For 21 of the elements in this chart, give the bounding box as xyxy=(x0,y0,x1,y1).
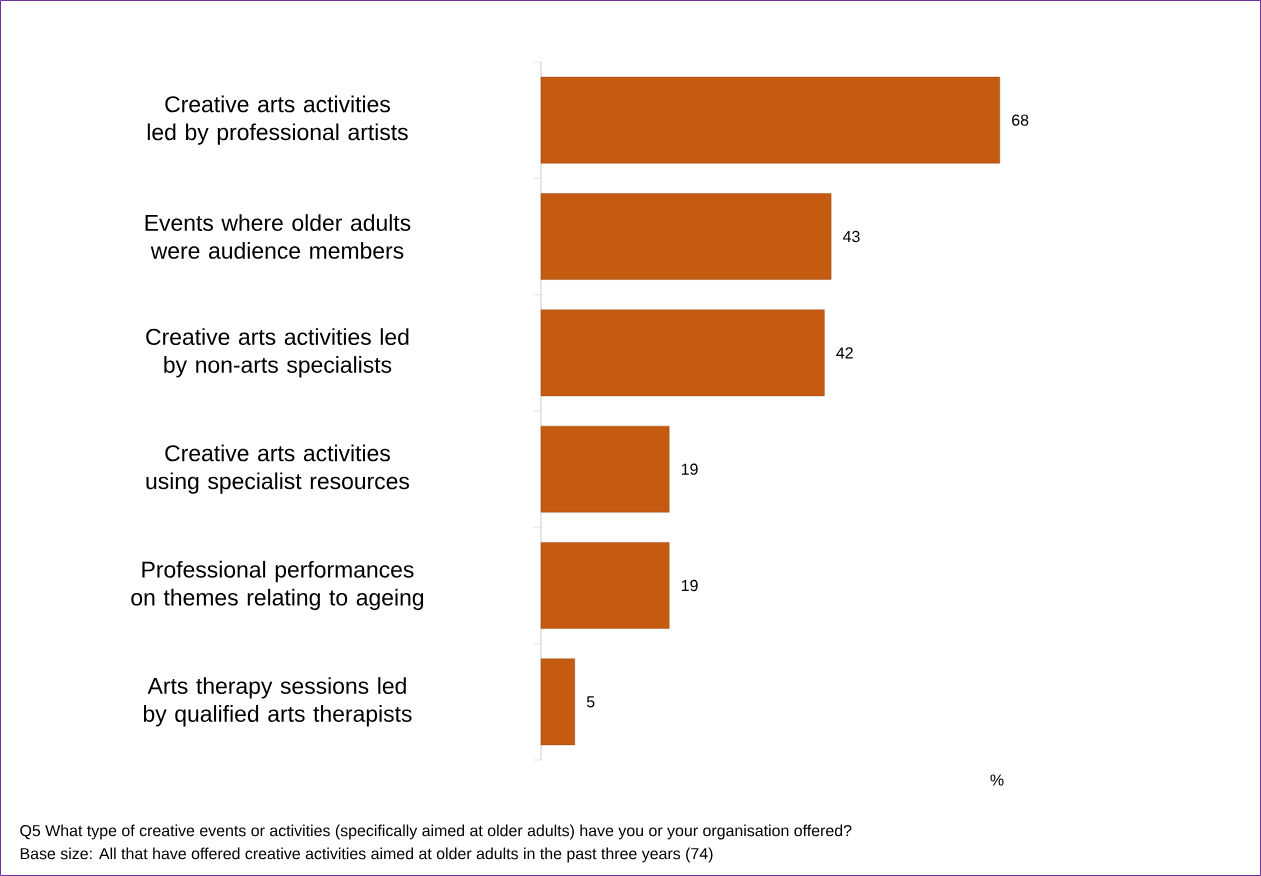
data-label: 42 xyxy=(836,347,853,359)
data-label: 19 xyxy=(681,463,698,475)
bar xyxy=(540,193,832,280)
y-tick-label: Creative arts activities led by professional artists xyxy=(147,95,408,145)
bar xyxy=(540,542,670,629)
text: Q5 What type of creative events or activities (specifically aimed at older adults) have you or your organisation offered? xyxy=(20,824,852,840)
data-label: 5 xyxy=(586,696,595,708)
x-axis-title: % xyxy=(990,774,1004,786)
text: Base size: All that have offered creative activities aimed at older adults in the past three years (74) xyxy=(20,847,713,863)
data-label: 68 xyxy=(1012,114,1029,126)
y-tick-label: Creative arts activities using specialist resources xyxy=(146,444,410,494)
y-tick-label: Professional performances on themes relating to ageing xyxy=(131,560,424,611)
data-label: 43 xyxy=(842,230,860,243)
data-label: 19 xyxy=(681,579,698,592)
bar xyxy=(540,76,1000,164)
y-tick-label: Arts therapy sessions led by qualified arts therapists xyxy=(143,677,412,727)
bar xyxy=(540,309,825,397)
bar xyxy=(540,425,670,513)
y-tick-label: Creative arts activities led by non-arts specialists xyxy=(146,328,409,378)
y-tick-label: Events where older adults were audience members xyxy=(145,214,411,259)
bar xyxy=(540,658,575,746)
